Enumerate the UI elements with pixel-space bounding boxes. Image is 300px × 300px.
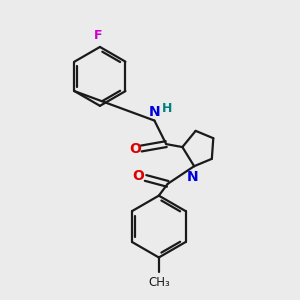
Text: CH₃: CH₃	[148, 276, 170, 289]
Text: N: N	[148, 105, 160, 119]
Text: O: O	[129, 142, 141, 155]
Text: N: N	[187, 170, 199, 184]
Text: H: H	[162, 102, 172, 115]
Text: O: O	[132, 169, 144, 184]
Text: F: F	[94, 28, 103, 42]
